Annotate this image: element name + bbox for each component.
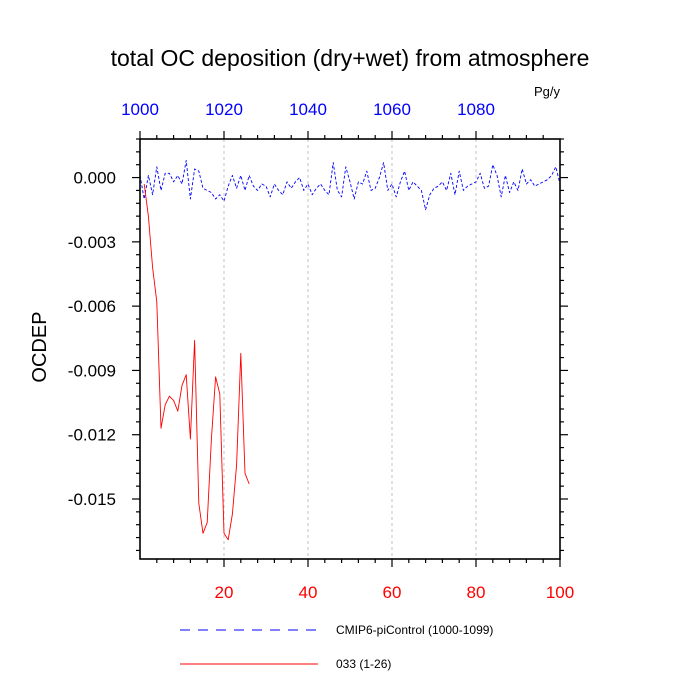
units-label: Pg/y	[534, 84, 561, 99]
legend-label-0: CMIP6-piControl (1000-1099)	[336, 623, 493, 637]
y-tick-label: -0.015	[68, 490, 116, 509]
x-tick-label-bottom: 100	[546, 583, 574, 602]
axis-ticks: 0.000 -0.003 -0.006 -0.009 -0.012 -0.015 20 40 6…	[68, 100, 574, 602]
y-tick-label: -0.003	[68, 233, 116, 252]
x-tick-label-bottom: 40	[299, 583, 318, 602]
series-line-1	[143, 183, 250, 541]
y-tick-label: -0.012	[68, 426, 116, 445]
x-tick-label-top: 1080	[457, 100, 495, 119]
series-line-0	[139, 159, 561, 211]
series-lines	[139, 159, 561, 541]
legend: CMIP6-piControl (1000-1099) 033 (1-26)	[180, 623, 493, 671]
y-tick-label: 0.000	[73, 169, 116, 188]
plot-frame	[139, 138, 561, 560]
chart-title: total OC deposition (dry+wet) from atmos…	[111, 45, 590, 71]
x-tick-label-bottom: 80	[467, 583, 486, 602]
y-tick-label: -0.006	[68, 297, 116, 316]
x-tick-label-bottom: 20	[215, 583, 234, 602]
y-tick-label: -0.009	[68, 361, 116, 380]
vertical-gridlines	[223, 139, 477, 559]
x-tick-label-top: 1020	[205, 100, 243, 119]
legend-label-1: 033 (1-26)	[336, 657, 391, 671]
y-axis-label: OCDEP	[29, 311, 51, 382]
x-tick-label-bottom: 60	[383, 583, 402, 602]
x-tick-label-top: 1040	[289, 100, 327, 119]
x-tick-label-top: 1000	[121, 100, 159, 119]
x-tick-label-top: 1060	[373, 100, 411, 119]
